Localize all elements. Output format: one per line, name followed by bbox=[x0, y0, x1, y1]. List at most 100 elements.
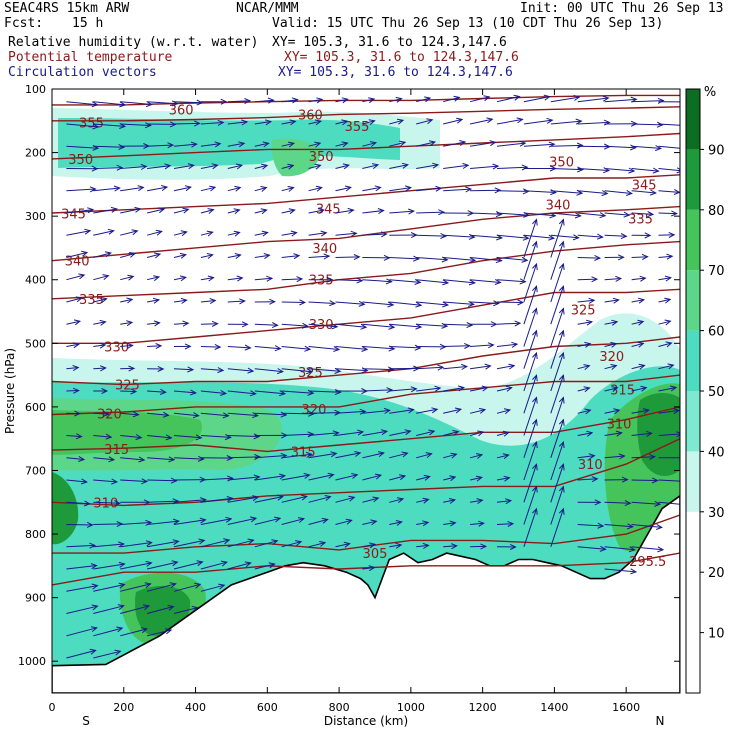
vector-head bbox=[426, 118, 434, 125]
vector-shaft bbox=[631, 501, 661, 505]
theta-label: 350 bbox=[549, 155, 574, 170]
rh-low-dark-left bbox=[52, 472, 79, 545]
vector-head bbox=[461, 363, 469, 370]
vector-head bbox=[645, 430, 653, 437]
vector-head bbox=[599, 545, 607, 552]
vector-shaft bbox=[93, 101, 126, 106]
vector-head bbox=[180, 297, 188, 304]
vector-head bbox=[90, 563, 98, 570]
vector-shaft bbox=[443, 96, 460, 103]
vector-head bbox=[304, 345, 312, 352]
vector-shaft bbox=[66, 649, 96, 659]
x-tick-label: 800 bbox=[329, 701, 350, 714]
vector-head bbox=[90, 626, 98, 632]
vector-head bbox=[287, 186, 295, 192]
vector-head bbox=[126, 297, 134, 304]
vector-shaft bbox=[173, 499, 206, 503]
vector-head bbox=[651, 477, 659, 484]
vector-shaft bbox=[550, 219, 564, 258]
vector-shaft bbox=[173, 164, 194, 169]
vector-shaft bbox=[658, 123, 680, 126]
vector-head bbox=[244, 561, 252, 568]
vector-head bbox=[597, 522, 605, 529]
vector-shaft bbox=[523, 464, 537, 503]
vector-shaft bbox=[631, 524, 662, 528]
vector-shaft bbox=[147, 540, 179, 548]
vector-head bbox=[624, 500, 632, 507]
vector-shaft bbox=[523, 234, 554, 239]
vector-head bbox=[127, 274, 135, 281]
vector-head bbox=[558, 485, 565, 493]
vector-shaft bbox=[389, 498, 404, 503]
vector-shaft bbox=[308, 452, 337, 459]
colorbar-bin bbox=[686, 270, 700, 331]
vector-shaft bbox=[604, 212, 630, 216]
vector-head bbox=[583, 386, 591, 393]
y-tick-label: 600 bbox=[25, 401, 46, 414]
vector-shaft bbox=[173, 231, 187, 236]
vector-head bbox=[132, 411, 140, 418]
vector-shaft bbox=[200, 231, 213, 236]
vector-shaft bbox=[227, 346, 251, 349]
vector-shaft bbox=[227, 254, 241, 258]
vector-shaft bbox=[389, 388, 417, 392]
vector-shaft bbox=[66, 501, 90, 505]
vector-shaft bbox=[416, 408, 438, 414]
vector-head bbox=[387, 301, 395, 308]
init-time: Init: 00 UTC Thu 26 Sep 13 bbox=[520, 1, 724, 16]
vector-head bbox=[532, 440, 538, 449]
vector-shaft bbox=[335, 410, 366, 414]
vector-shaft bbox=[523, 96, 550, 103]
vector-shaft bbox=[281, 541, 302, 548]
vector-head bbox=[558, 307, 565, 315]
vector-shaft bbox=[281, 142, 295, 147]
vector-head bbox=[641, 253, 649, 260]
vector-head bbox=[192, 412, 200, 419]
y-tick-label: 500 bbox=[25, 337, 46, 350]
vector-shaft bbox=[631, 212, 654, 215]
vector-shaft bbox=[604, 299, 619, 303]
theta-contour-310 bbox=[52, 438, 680, 507]
vector-shaft bbox=[362, 98, 375, 103]
x-tick-label: 0 bbox=[49, 701, 56, 714]
vector-shaft bbox=[496, 431, 509, 436]
theta-label: 360 bbox=[169, 103, 194, 118]
vector-head bbox=[519, 140, 527, 147]
vector-shaft bbox=[658, 298, 671, 303]
vector-head bbox=[655, 145, 662, 152]
vector-shaft bbox=[200, 561, 227, 570]
vector-head bbox=[480, 543, 488, 550]
vector-head bbox=[442, 301, 450, 308]
vector-head bbox=[442, 279, 450, 286]
vector-head bbox=[532, 396, 538, 404]
vector-shaft bbox=[496, 166, 528, 169]
vector-head bbox=[78, 273, 86, 280]
field-rh-name: Relative humidity (w.r.t. water) bbox=[8, 35, 259, 50]
vector-shaft bbox=[470, 141, 496, 147]
vector-head bbox=[656, 121, 664, 128]
vector-shaft bbox=[200, 164, 218, 169]
vector-shaft bbox=[66, 209, 94, 214]
vector-head bbox=[558, 262, 565, 271]
vector-shaft bbox=[308, 301, 335, 304]
vector-shaft bbox=[550, 234, 579, 239]
vector-shaft bbox=[335, 209, 354, 214]
vector-head bbox=[620, 233, 628, 240]
theta-label: 305 bbox=[363, 547, 388, 562]
vector-shaft bbox=[227, 209, 240, 214]
vector-head bbox=[476, 453, 484, 459]
vector-head bbox=[305, 451, 313, 458]
vector-shaft bbox=[577, 257, 600, 259]
vector-shaft bbox=[335, 519, 352, 525]
vector-head bbox=[532, 285, 538, 293]
y-tick-label: 400 bbox=[25, 274, 46, 287]
vector-shaft bbox=[389, 452, 408, 459]
vector-shaft bbox=[66, 457, 85, 460]
vector-shaft bbox=[577, 409, 591, 414]
vector-head bbox=[505, 498, 513, 505]
vector-head bbox=[287, 141, 296, 148]
vector-shaft bbox=[577, 478, 598, 481]
vector-head bbox=[155, 229, 163, 236]
vector-head bbox=[516, 117, 524, 124]
vector-head bbox=[128, 365, 136, 372]
